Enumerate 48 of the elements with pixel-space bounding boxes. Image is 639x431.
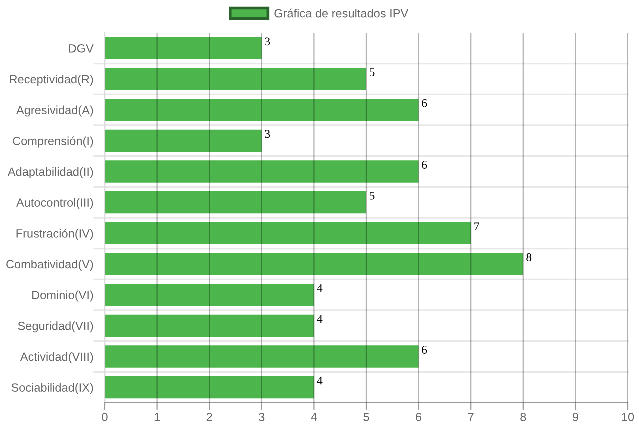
data-label: 5 <box>370 68 375 76</box>
data-label: 6 <box>422 99 428 108</box>
data-label: 4 <box>317 376 323 385</box>
bar <box>105 130 262 152</box>
y-tick-label: Receptividad(R) <box>10 74 94 86</box>
x-tick-label: 6 <box>416 413 422 422</box>
x-tick-label: 5 <box>364 413 370 422</box>
bar <box>105 346 419 368</box>
data-label: 3 <box>265 130 270 138</box>
x-tick-label: 7 <box>468 413 474 422</box>
bar <box>105 253 524 276</box>
y-tick-label: Autocontrol(III) <box>16 198 94 210</box>
data-label: 5 <box>370 192 375 200</box>
y-tick-label: Seguridad(VII) <box>18 322 94 333</box>
data-label: 4 <box>317 315 323 324</box>
x-tick-label: 8 <box>520 413 526 422</box>
bar <box>105 98 419 122</box>
y-tick-label: Sociabilidad(IX) <box>12 383 94 394</box>
y-tick-label: Agresividad(A) <box>16 106 94 117</box>
bar <box>105 191 366 214</box>
y-tick-label: Actividad(VIII) <box>20 352 94 364</box>
x-tick-label: 9 <box>572 413 578 422</box>
bar <box>105 284 314 306</box>
data-label: 6 <box>422 161 428 169</box>
data-label: 4 <box>317 284 323 292</box>
y-tick-label: Adaptabilidad(II) <box>8 167 94 178</box>
data-label: 7 <box>474 222 480 231</box>
x-tick-label: 2 <box>206 413 212 422</box>
bar <box>105 37 262 60</box>
y-tick-label: Comprensión(I) <box>13 136 94 148</box>
y-tick-label: Frustración(IV) <box>16 229 94 240</box>
bar <box>105 222 472 245</box>
x-tick-label: 4 <box>311 413 318 422</box>
legend-label: Gráfica de resultados IPV <box>274 8 409 18</box>
bar <box>105 376 314 399</box>
data-label: 3 <box>265 38 270 46</box>
bar <box>105 160 419 183</box>
x-tick-label: 1 <box>154 413 160 422</box>
bar <box>105 68 366 90</box>
x-tick-label: 3 <box>259 413 265 422</box>
y-tick-label: Dominio(VI) <box>32 290 94 302</box>
data-label: 8 <box>526 253 532 262</box>
y-tick-label: Combatividad(V) <box>6 260 94 271</box>
y-tick-label: DGV <box>69 44 94 53</box>
x-tick-label: 10 <box>622 413 634 422</box>
data-label: 6 <box>422 346 428 354</box>
x-tick-label: 0 <box>102 413 108 422</box>
bar <box>105 314 314 338</box>
